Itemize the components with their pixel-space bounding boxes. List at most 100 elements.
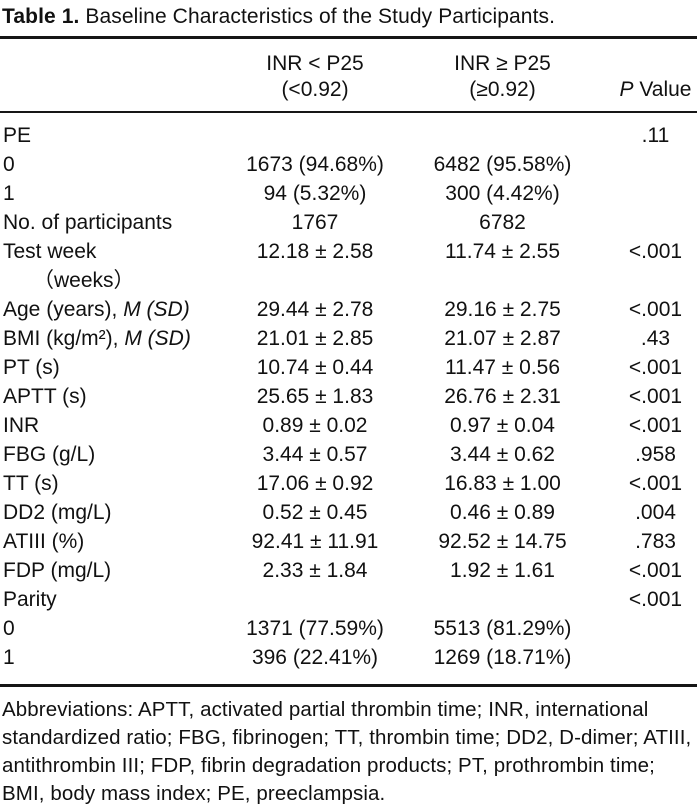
cell-inr-ge: 3.44 ± 0.62 bbox=[450, 443, 555, 466]
cell-p-value: .004 bbox=[635, 501, 676, 524]
cell-p-value bbox=[600, 150, 697, 179]
column-header-line2: (<0.92) bbox=[281, 78, 349, 101]
column-header-inr-ge-p25: INR ≥ P25 (≥0.92) bbox=[405, 37, 600, 113]
cell-p-value bbox=[600, 208, 697, 237]
cell-p-value bbox=[600, 179, 697, 208]
header-row: INR < P25 (<0.92) INR ≥ P25 (≥0.92) P Va… bbox=[0, 37, 697, 113]
cell-inr-ge: 0.97 ± 0.04 bbox=[450, 414, 555, 437]
table-row-aptt: APTT (s) 25.65 ± 1.83 26.76 ± 2.31 <.001 bbox=[0, 382, 697, 411]
cell-inr-lt bbox=[225, 585, 405, 614]
cell-inr-ge: 11.47 ± 0.56 bbox=[444, 356, 561, 379]
table-number-label: Table 1. bbox=[2, 5, 80, 28]
cell-inr-ge: 92.52 ± 14.75 bbox=[438, 530, 567, 553]
cell-inr-ge bbox=[405, 112, 600, 150]
table-body: PE .11 0 1673 (94.68%) 6482 (95.58%) 1 9… bbox=[0, 112, 697, 686]
row-label: 1 bbox=[3, 182, 15, 205]
cell-inr-lt: 17.06 ± 0.92 bbox=[256, 472, 374, 495]
baseline-characteristics-table: INR < P25 (<0.92) INR ≥ P25 (≥0.92) P Va… bbox=[0, 36, 697, 687]
row-label: BMI (kg/m²), bbox=[3, 327, 125, 350]
row-label: Test week bbox=[3, 240, 97, 263]
cell-inr-lt: 25.65 ± 1.83 bbox=[256, 385, 374, 408]
row-label: PE bbox=[3, 124, 32, 147]
table-row-pt: PT (s) 10.74 ± 0.44 11.47 ± 0.56 <.001 bbox=[0, 353, 697, 382]
table-row-bmi: BMI (kg/m²), M (SD) 21.01 ± 2.85 21.07 ±… bbox=[0, 324, 697, 353]
table-row-pe-1: 1 94 (5.32%) 300 (4.42%) bbox=[0, 179, 697, 208]
row-label: Age (years), bbox=[3, 298, 124, 321]
cell-inr-ge: 16.83 ± 1.00 bbox=[444, 472, 561, 495]
cell-p-value: <.001 bbox=[628, 385, 683, 408]
cell-p-value: <.001 bbox=[628, 414, 683, 437]
p-value-italic-p: P bbox=[619, 78, 634, 101]
cell-inr-lt: 3.44 ± 0.57 bbox=[262, 443, 368, 466]
cell-inr-lt: 29.44 ± 2.78 bbox=[256, 298, 374, 321]
cell-inr-lt: 396 (22.41%) bbox=[251, 646, 379, 669]
cell-inr-ge bbox=[405, 585, 600, 614]
table-row-tt: TT (s) 17.06 ± 0.92 16.83 ± 1.00 <.001 bbox=[0, 469, 697, 498]
table-row-dd2: DD2 (mg/L) 0.52 ± 0.45 0.46 ± 0.89 .004 bbox=[0, 498, 697, 527]
table-row-pe: PE .11 bbox=[0, 112, 697, 150]
table-row-parity: Parity <.001 bbox=[0, 585, 697, 614]
cell-inr-ge: 29.16 ± 2.75 bbox=[444, 298, 561, 321]
row-label: TT (s) bbox=[3, 472, 59, 495]
cell-inr-lt: 10.74 ± 0.44 bbox=[256, 356, 374, 379]
cell-p-value: .783 bbox=[635, 530, 676, 553]
table-title-text: Baseline Characteristics of the Study Pa… bbox=[85, 5, 556, 28]
row-label: ATIII (%) bbox=[3, 530, 85, 553]
row-label: No. of participants bbox=[3, 211, 173, 234]
column-header-inr-lt-p25: INR < P25 (<0.92) bbox=[225, 37, 405, 113]
cell-p-value: <.001 bbox=[628, 298, 683, 321]
header-empty-cell bbox=[0, 37, 225, 113]
row-label-line2: （weeks） bbox=[33, 269, 135, 292]
row-label: INR bbox=[3, 414, 40, 437]
cell-p-value: <.001 bbox=[628, 356, 683, 379]
row-label-italic: M (SD) bbox=[123, 298, 190, 321]
cell-p-value bbox=[600, 643, 697, 686]
row-label: 0 bbox=[3, 153, 15, 176]
row-label-italic: M (SD) bbox=[124, 327, 191, 350]
column-header-line1: INR ≥ P25 bbox=[454, 52, 551, 75]
table-row-fdp: FDP (mg/L) 2.33 ± 1.84 1.92 ± 1.61 <.001 bbox=[0, 556, 697, 585]
cell-p-value: .958 bbox=[635, 443, 676, 466]
cell-p-value: .11 bbox=[641, 124, 670, 147]
p-value-rest: Value bbox=[633, 78, 692, 101]
row-label: APTT (s) bbox=[3, 385, 87, 408]
table-title: Table 1. Baseline Characteristics of the… bbox=[0, 0, 697, 36]
cell-inr-lt: 0.52 ± 0.45 bbox=[262, 501, 368, 524]
cell-inr-lt: 94 (5.32%) bbox=[263, 182, 367, 205]
cell-inr-ge: 5513 (81.29%) bbox=[433, 617, 572, 640]
table-row-inr: INR 0.89 ± 0.02 0.97 ± 0.04 <.001 bbox=[0, 411, 697, 440]
table-row-parity-0: 0 1371 (77.59%) 5513 (81.29%) bbox=[0, 614, 697, 643]
row-label: Parity bbox=[3, 588, 57, 611]
row-label: FBG (g/L) bbox=[3, 443, 96, 466]
cell-inr-ge: 1269 (18.71%) bbox=[433, 646, 572, 669]
table-row-parity-1: 1 396 (22.41%) 1269 (18.71%) bbox=[0, 643, 697, 686]
cell-inr-ge: 1.92 ± 1.61 bbox=[450, 559, 555, 582]
table-row-test-week: Test week （weeks） 12.18 ± 2.58 11.74 ± 2.… bbox=[0, 237, 697, 295]
table-header: INR < P25 (<0.92) INR ≥ P25 (≥0.92) P Va… bbox=[0, 37, 697, 113]
column-header-line2: (≥0.92) bbox=[469, 78, 536, 101]
cell-inr-lt: 21.01 ± 2.85 bbox=[256, 327, 374, 350]
cell-inr-ge: 6482 (95.58%) bbox=[433, 153, 572, 176]
column-header-line1: INR < P25 bbox=[266, 52, 364, 75]
row-label: DD2 (mg/L) bbox=[3, 501, 112, 524]
table-row-participants: No. of participants 1767 6782 bbox=[0, 208, 697, 237]
cell-inr-ge: 300 (4.42%) bbox=[445, 182, 560, 205]
cell-p-value bbox=[600, 614, 697, 643]
cell-inr-lt: 1371 (77.59%) bbox=[246, 617, 384, 640]
cell-p-value: <.001 bbox=[628, 559, 683, 582]
row-label: PT (s) bbox=[3, 356, 60, 379]
table-row-age: Age (years), M (SD) 29.44 ± 2.78 29.16 ±… bbox=[0, 295, 697, 324]
table-row-atiii: ATIII (%) 92.41 ± 11.91 92.52 ± 14.75 .7… bbox=[0, 527, 697, 556]
row-label: FDP (mg/L) bbox=[3, 559, 112, 582]
cell-inr-ge: 0.46 ± 0.89 bbox=[450, 501, 555, 524]
abbreviations-footnote: Abbreviations: APTT, activated partial t… bbox=[2, 698, 692, 805]
cell-inr-lt bbox=[225, 112, 405, 150]
row-label: 0 bbox=[3, 617, 15, 640]
row-label: 1 bbox=[3, 646, 15, 669]
cell-inr-lt: 1767 bbox=[291, 211, 339, 234]
cell-inr-ge: 11.74 ± 2.55 bbox=[444, 240, 561, 263]
cell-inr-lt: 0.89 ± 0.02 bbox=[262, 414, 368, 437]
cell-inr-ge: 21.07 ± 2.87 bbox=[444, 327, 561, 350]
cell-inr-lt: 1673 (94.68%) bbox=[246, 153, 384, 176]
